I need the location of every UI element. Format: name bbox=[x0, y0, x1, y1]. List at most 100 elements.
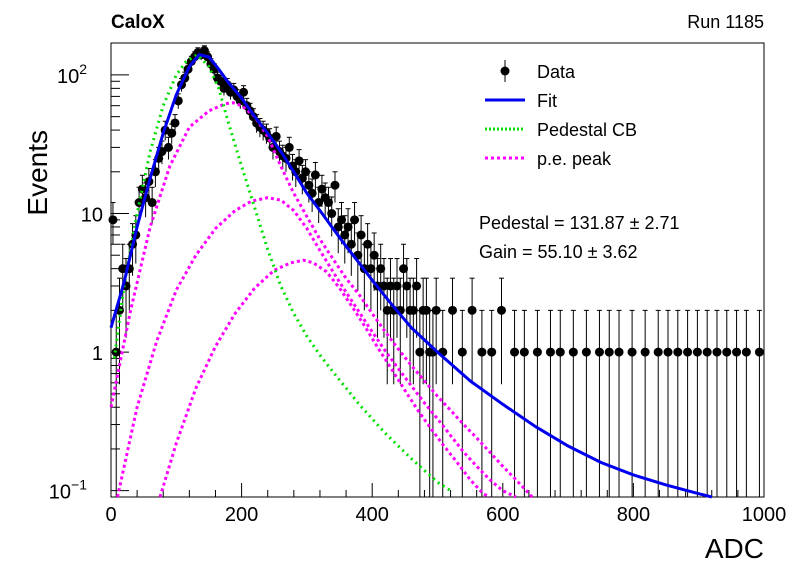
data-point bbox=[294, 156, 304, 166]
data-point bbox=[614, 347, 624, 357]
data-point bbox=[363, 239, 373, 249]
data-point bbox=[653, 347, 663, 357]
data-point bbox=[310, 170, 320, 180]
data-point bbox=[167, 128, 177, 138]
data-point bbox=[712, 347, 722, 357]
data-point bbox=[532, 347, 542, 357]
data-point bbox=[604, 347, 614, 357]
y-tick-label: 102 bbox=[57, 61, 87, 88]
data-point bbox=[356, 230, 366, 240]
data-point bbox=[399, 264, 409, 274]
pe-peak-curve bbox=[116, 196, 517, 499]
experiment-label: CaloX bbox=[111, 12, 165, 33]
data-point bbox=[108, 215, 118, 225]
x-tick-label: 0 bbox=[105, 504, 116, 526]
plot-frame bbox=[110, 42, 765, 498]
x-tick-label: 1000 bbox=[742, 504, 787, 526]
data-point bbox=[239, 87, 249, 97]
data-point bbox=[147, 198, 157, 208]
y-tick-label: 10−1 bbox=[49, 477, 87, 504]
legend-label-pedestal-cb: Pedestal CB bbox=[537, 120, 637, 140]
data-point bbox=[683, 347, 693, 357]
data-point bbox=[545, 347, 555, 357]
data-point bbox=[271, 131, 281, 141]
data-point bbox=[323, 198, 333, 208]
data-point bbox=[118, 264, 128, 274]
data-point bbox=[421, 305, 431, 315]
data-point bbox=[448, 305, 458, 315]
data-point bbox=[487, 347, 497, 357]
data-point bbox=[431, 305, 441, 315]
y-tick-label: 1 bbox=[92, 343, 103, 365]
data-point bbox=[163, 142, 173, 152]
y-axis-label: Events bbox=[22, 130, 53, 216]
data-point bbox=[415, 347, 425, 357]
data-point bbox=[330, 180, 340, 190]
data-point bbox=[327, 209, 337, 219]
data-point bbox=[496, 305, 506, 315]
curves-layer bbox=[109, 52, 713, 499]
data-point bbox=[317, 184, 327, 194]
x-axis-ticks: 0 200 400 600 800 1000 bbox=[105, 483, 786, 526]
data-point bbox=[376, 264, 386, 274]
legend: Data Fit Pedestal CB p.e. peak bbox=[485, 60, 637, 169]
data-point bbox=[673, 347, 683, 357]
data-point bbox=[304, 180, 314, 190]
data-point bbox=[754, 347, 764, 357]
data-point bbox=[369, 250, 379, 260]
pedestal-cb-curve bbox=[112, 52, 452, 492]
data-point bbox=[301, 167, 311, 177]
data-point bbox=[627, 347, 637, 357]
data-point bbox=[346, 239, 356, 249]
x-tick-label: 400 bbox=[356, 504, 389, 526]
data-point bbox=[477, 347, 487, 357]
data-point bbox=[722, 347, 732, 357]
data-point bbox=[366, 264, 376, 274]
data-point bbox=[337, 215, 347, 225]
data-point bbox=[732, 347, 742, 357]
data-point bbox=[137, 184, 147, 194]
data-point bbox=[408, 305, 418, 315]
x-tick-label: 800 bbox=[617, 504, 650, 526]
data-point bbox=[702, 347, 712, 357]
legend-label-data: Data bbox=[537, 62, 576, 82]
legend-data-marker bbox=[500, 66, 510, 76]
data-point bbox=[457, 347, 467, 357]
data-point bbox=[392, 281, 402, 291]
data-point bbox=[640, 347, 650, 357]
data-point bbox=[385, 281, 395, 291]
data-point bbox=[382, 305, 392, 315]
x-axis-label: ADC bbox=[705, 533, 764, 564]
data-point bbox=[510, 347, 520, 357]
data-point bbox=[741, 347, 751, 357]
data-point bbox=[343, 222, 353, 232]
pe-peak-curve bbox=[158, 258, 491, 499]
data-point bbox=[350, 215, 360, 225]
data-point bbox=[692, 347, 702, 357]
y-tick-label: 10 bbox=[81, 205, 103, 227]
pe-peak-curve bbox=[109, 101, 534, 499]
run-label: Run 1185 bbox=[687, 12, 764, 32]
data-point bbox=[555, 347, 565, 357]
data-point bbox=[568, 347, 578, 357]
data-point bbox=[402, 281, 412, 291]
y-axis-ticks: 10−1 1 10 102 bbox=[49, 61, 129, 504]
data-point bbox=[333, 222, 343, 232]
data-point bbox=[170, 118, 180, 128]
data-point bbox=[663, 347, 673, 357]
data-point bbox=[519, 347, 529, 357]
fit-curve bbox=[109, 53, 713, 499]
data-point bbox=[340, 230, 350, 240]
data-point bbox=[379, 281, 389, 291]
pedestal-result: Pedestal = 131.87 ± 2.71 bbox=[479, 213, 680, 233]
data-point bbox=[412, 281, 422, 291]
data-point bbox=[581, 347, 591, 357]
data-point bbox=[467, 305, 477, 315]
legend-label-p-e-peak: p.e. peak bbox=[537, 149, 612, 169]
data-point bbox=[594, 347, 604, 357]
x-tick-label: 200 bbox=[225, 504, 258, 526]
x-tick-label: 600 bbox=[486, 504, 519, 526]
data-point bbox=[284, 142, 294, 152]
